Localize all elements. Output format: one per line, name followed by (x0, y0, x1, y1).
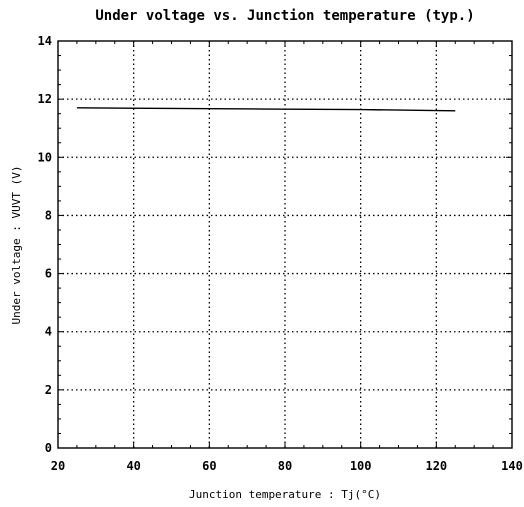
x-tick-label: 100 (350, 459, 372, 473)
y-tick-label: 10 (38, 150, 52, 164)
series-line (76, 107, 456, 112)
y-tick-label: 2 (45, 383, 52, 397)
x-tick-label: 20 (51, 459, 65, 473)
y-tick-labels: 0 2 4 6 8 10 12 14 (38, 34, 52, 455)
y-tick-label: 12 (38, 92, 52, 106)
y-axis-label: Under voltage : VUVT (V) (10, 166, 23, 325)
x-tick-label: 80 (278, 459, 292, 473)
x-tick-labels: 20 40 60 80 100 120 140 (51, 459, 523, 473)
x-tick-label: 120 (425, 459, 447, 473)
y-tick-label: 0 (45, 441, 52, 455)
grid-lines (58, 41, 512, 448)
chart-title: Under voltage vs. Junction temperature (… (95, 8, 474, 24)
y-tick-label: 14 (38, 34, 52, 48)
x-tick-label: 140 (501, 459, 523, 473)
minor-ticks (57, 40, 513, 449)
x-tick-label: 60 (202, 459, 216, 473)
y-tick-label: 8 (45, 208, 52, 222)
x-axis-label: Junction temperature : Tj(°C) (189, 488, 381, 501)
y-tick-label: 6 (45, 267, 52, 281)
x-tick-label: 40 (126, 459, 140, 473)
y-tick-label: 4 (45, 325, 52, 339)
series-layer (76, 107, 456, 112)
